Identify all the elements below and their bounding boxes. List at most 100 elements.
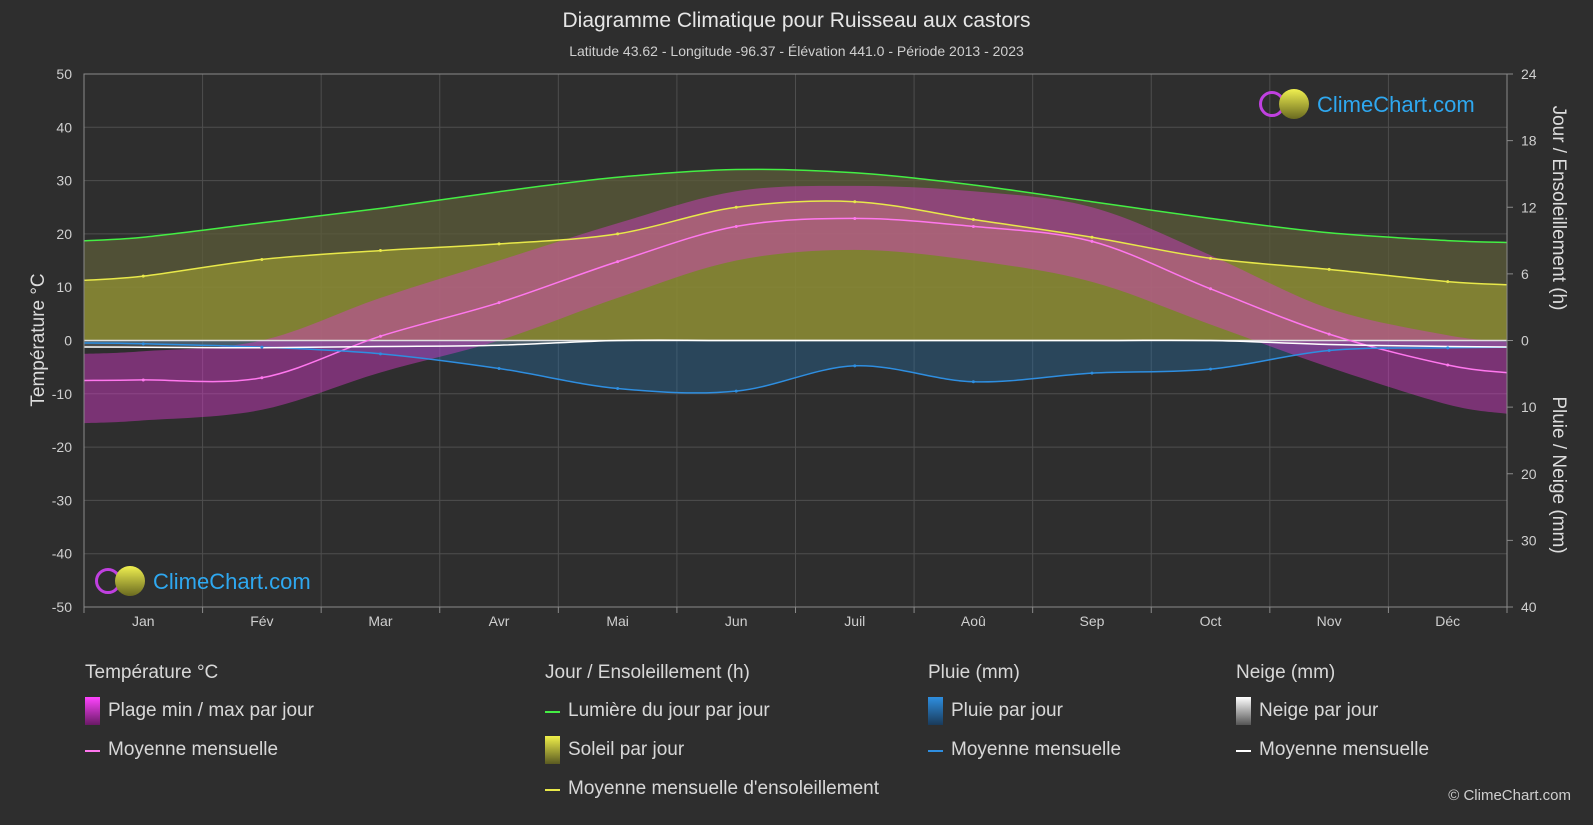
y-tick-label-left: 20 (56, 226, 72, 242)
legend-item: Neige par jour (1236, 697, 1429, 739)
y-tick-label-right-top: 0 (1521, 333, 1529, 349)
x-tick-label: Sep (1079, 613, 1104, 629)
legend-label: Pluie par jour (951, 700, 1063, 721)
rain-mean-point (1446, 346, 1450, 350)
temperature-mean-line (84, 217, 1507, 383)
legend-item: Moyenne mensuelle (928, 739, 1121, 778)
data-lines (84, 168, 1507, 394)
legend-swatch (545, 789, 560, 791)
legend-label: Neige par jour (1259, 700, 1379, 721)
chart-subtitle: Latitude 43.62 - Longitude -96.37 - Élév… (569, 43, 1024, 59)
temperature-mean-point (1090, 239, 1094, 243)
logo-text: ClimeChart.com (1317, 92, 1475, 117)
logo-bottom: ClimeChart.com (95, 566, 311, 598)
x-tick-label: Oct (1200, 613, 1222, 629)
rain-mean-point (853, 364, 857, 368)
temperature-mean-point (853, 216, 857, 220)
y-tick-label-right-bottom: 30 (1521, 532, 1537, 548)
legend-swatch (1236, 750, 1251, 752)
rain-area (84, 340, 1507, 393)
y-tick-label-right-top: 6 (1521, 266, 1529, 282)
y-tick-label-left: -20 (52, 439, 72, 455)
legend-swatch (545, 736, 560, 764)
legend-label: Plage min / max par jour (108, 700, 314, 721)
temperature-mean-point (141, 378, 145, 382)
y-tick-label-left: 10 (56, 279, 72, 295)
x-tick-label: Fév (250, 613, 273, 629)
y-tick-label-right-bottom: 20 (1521, 466, 1537, 482)
x-tick-label: Déc (1435, 613, 1460, 629)
sunshine-mean-point (1090, 235, 1094, 239)
legend-item: Moyenne mensuelle (85, 739, 314, 778)
sunshine-mean-point (141, 274, 145, 278)
sunshine-mean-point (497, 242, 501, 246)
y-tick-label-right-top: 24 (1521, 66, 1537, 82)
y-tick-label-left: 40 (56, 119, 72, 135)
logo-globe-icon (1259, 89, 1313, 121)
axes: 50 40 30 20 10 0 -10 -20 -30 -40 -50 24 18 12 6 0 10 20 30… (52, 66, 1537, 629)
legend-swatch (85, 697, 100, 725)
y-tick-label-left: -10 (52, 386, 72, 402)
rain-mean-point (1090, 371, 1094, 375)
rain-mean-point (497, 366, 501, 370)
sunshine-mean-point (260, 257, 264, 261)
sunshine-mean-point (853, 200, 857, 204)
sunshine-mean-point (734, 205, 738, 209)
x-tick-label: Jan (132, 613, 155, 629)
y-tick-label-right-bottom: 40 (1521, 599, 1537, 615)
temperature-mean-point (616, 260, 620, 264)
temperature-mean-point (1446, 363, 1450, 367)
legend-label: Lumière du jour par jour (568, 700, 770, 721)
sunshine-mean-line (84, 200, 1507, 286)
legend-swatch (928, 697, 943, 725)
rain-mean-point (734, 389, 738, 393)
sunshine-mean-point (1209, 256, 1213, 260)
x-tick-label: Mar (368, 613, 392, 629)
sunshine-mean-point (1446, 280, 1450, 284)
copyright: © ClimeChart.com (1448, 787, 1571, 804)
data-areas (84, 169, 1507, 424)
daylight-line (84, 168, 1507, 244)
y-tick-label-left: -30 (52, 492, 72, 508)
x-tick-label: Jun (725, 613, 748, 629)
legend-item: Pluie par jour (928, 697, 1121, 739)
legend-item: Lumière du jour par jour (545, 700, 879, 739)
legend-item: Soleil par jour (545, 736, 879, 778)
legend-swatch (1236, 697, 1251, 725)
rain-mean-line (84, 342, 1507, 394)
y-tick-label-left: 50 (56, 66, 72, 82)
temperature-mean-point (971, 224, 975, 228)
legend-title: Pluie (mm) (928, 662, 1020, 683)
legend-item: Plage min / max par jour (85, 697, 314, 739)
x-tick-label: Juil (844, 613, 865, 629)
logo-top: ClimeChart.com (1259, 89, 1475, 121)
legend-label: Moyenne mensuelle (108, 739, 279, 760)
sunshine-mean-point (378, 249, 382, 253)
legend-title: Température °C (85, 662, 219, 683)
legend-item: Moyenne mensuelle d'ensoleillement (545, 778, 879, 817)
y-tick-label-right-bottom: 10 (1521, 399, 1537, 415)
legend-label: Moyenne mensuelle d'ensoleillement (568, 778, 879, 799)
temperature-mean-point (1327, 332, 1331, 336)
logo-globe-icon (95, 566, 149, 598)
y-tick-label-left: -50 (52, 599, 72, 615)
legend-title: Jour / Ensoleillement (h) (545, 662, 750, 683)
x-tick-label: Mai (606, 613, 629, 629)
logo-text: ClimeChart.com (153, 569, 311, 594)
x-tick-label: Aoû (961, 613, 986, 629)
sunshine-mean-point (1327, 267, 1331, 271)
legend-swatch (928, 750, 943, 752)
rain-mean-point (141, 342, 145, 346)
snow-mean-line (84, 339, 1507, 349)
rain-mean-point (378, 352, 382, 356)
y-tick-label-right-top: 18 (1521, 133, 1537, 149)
temperature-mean-point (1209, 287, 1213, 291)
legend-snow: Neige (mm) Neige par jour Moyenne mensue… (1236, 662, 1429, 778)
y-tick-label-right-top: 12 (1521, 199, 1537, 215)
legend-rain: Pluie (mm) Pluie par jour Moyenne mensue… (928, 662, 1121, 778)
legend-label: Moyenne mensuelle (1259, 739, 1430, 760)
rain-mean-point (260, 345, 264, 349)
legend-sun: Jour / Ensoleillement (h) Lumière du jou… (545, 662, 879, 817)
x-tick-label: Nov (1317, 613, 1342, 629)
temperature-mean-point (378, 334, 382, 338)
